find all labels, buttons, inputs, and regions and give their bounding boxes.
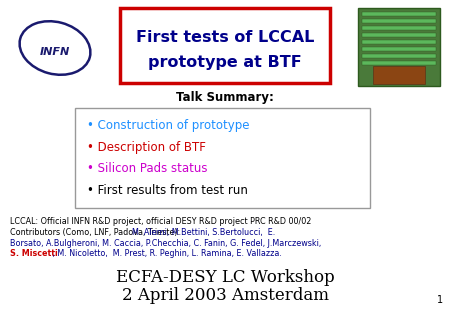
Bar [362,54,436,58]
Text: • Description of BTF: • Description of BTF [87,140,206,154]
Text: prototype at BTF: prototype at BTF [148,56,302,71]
Text: LCCAL: Official INFN R&D project, official DESY R&D project PRC R&D 00/02: LCCAL: Official INFN R&D project, offici… [10,217,311,227]
Text: M. Alemi, M.Bettini, S.Bertolucci,  E.: M. Alemi, M.Bettini, S.Bertolucci, E. [132,228,275,237]
Text: , M. Nicoletto,  M. Prest, R. Peghin, L. Ramina, E. Vallazza.: , M. Nicoletto, M. Prest, R. Peghin, L. … [50,248,282,257]
Bar [362,33,436,37]
Text: • Construction of prototype: • Construction of prototype [87,119,249,131]
Text: 2 April 2003 Amsterdam: 2 April 2003 Amsterdam [122,287,328,305]
Bar [358,8,440,86]
Text: ECFA-DESY LC Workshop: ECFA-DESY LC Workshop [116,269,334,285]
Text: • First results from test run: • First results from test run [87,184,248,197]
Bar [362,12,436,16]
Text: Talk Summary:: Talk Summary: [176,91,274,105]
Text: S. Miscetti: S. Miscetti [10,248,58,257]
Bar [362,19,436,23]
Bar [362,26,436,30]
Text: Borsato, A.Bulgheroni, M. Caccia, P.Checchia, C. Fanin, G. Fedel, J.Marczewski,: Borsato, A.Bulgheroni, M. Caccia, P.Chec… [10,238,321,247]
FancyBboxPatch shape [75,108,370,208]
Text: • Silicon Pads status: • Silicon Pads status [87,163,207,175]
Bar [362,47,436,51]
Bar [362,61,436,65]
Text: First tests of LCCAL: First tests of LCCAL [136,31,314,46]
Text: Contributors (Como, LNF, Padova, Trieste):: Contributors (Como, LNF, Padova, Trieste… [10,228,183,237]
Bar [373,66,425,84]
Text: 1: 1 [437,295,443,305]
Text: INFN: INFN [40,47,70,57]
Bar [362,40,436,44]
FancyBboxPatch shape [120,8,330,83]
